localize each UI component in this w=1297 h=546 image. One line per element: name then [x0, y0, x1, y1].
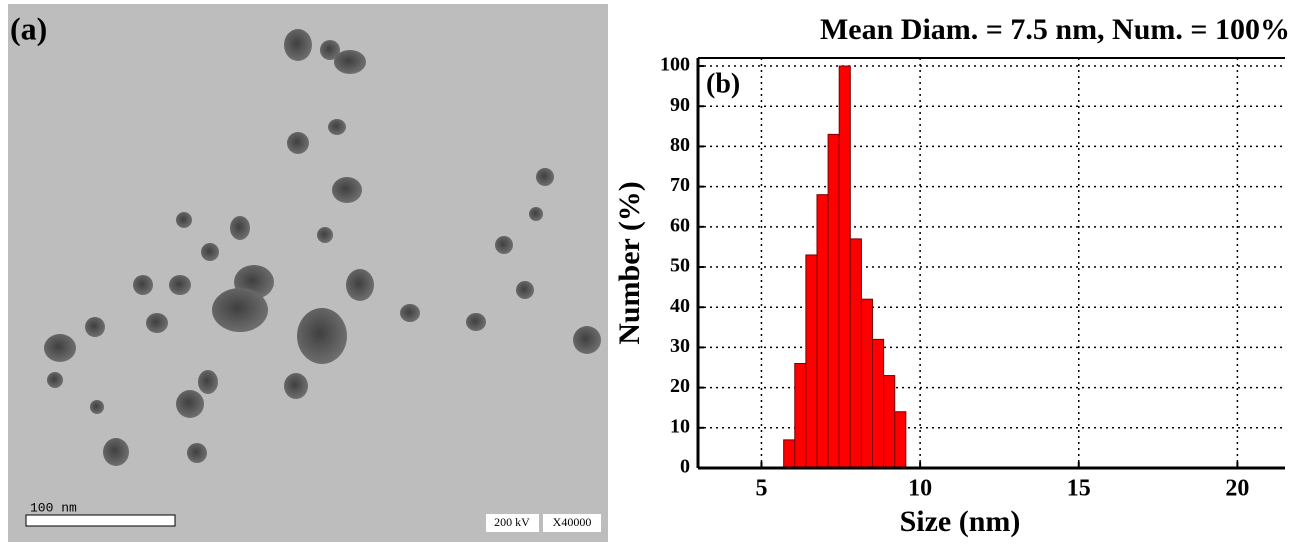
voltage-box: [486, 514, 539, 532]
particle: [169, 275, 191, 295]
particle: [536, 168, 554, 186]
particle: [516, 281, 534, 299]
bar: [783, 439, 796, 469]
particle: [332, 177, 362, 203]
particle: [201, 243, 219, 261]
particle: [334, 50, 366, 74]
y-tick-label: 10: [670, 415, 690, 437]
bar: [827, 133, 840, 469]
particle: [44, 334, 76, 362]
particle: [287, 132, 309, 154]
particle: [85, 317, 105, 337]
particle: [198, 370, 218, 394]
y-tick-label: 100: [660, 54, 690, 76]
particle: [346, 269, 374, 301]
bar: [883, 375, 896, 469]
y-axis-label: Number (%): [613, 181, 646, 345]
particle: [176, 212, 192, 228]
particle: [400, 304, 420, 322]
y-tick-label: 0: [680, 456, 690, 478]
bar: [838, 65, 851, 469]
x-tick-label: 5: [755, 476, 767, 502]
particle: [317, 227, 333, 243]
bar: [816, 194, 829, 469]
particles: [44, 29, 601, 466]
particle: [529, 207, 543, 221]
scale-bar-label: 100 nm: [30, 500, 77, 515]
micrograph: (a) 100 nm 200 kV X40000: [8, 4, 608, 542]
particle: [212, 288, 268, 332]
bar: [794, 362, 807, 469]
particle: [230, 216, 250, 240]
particle: [103, 438, 129, 466]
bar: [849, 238, 862, 469]
micrograph-background: [8, 4, 608, 542]
y-tick-label: 60: [670, 214, 690, 236]
y-tick-label: 50: [670, 255, 690, 277]
particle: [320, 40, 340, 60]
bar: [860, 298, 874, 469]
particle: [328, 119, 346, 135]
chart-title: Mean Diam. = 7.5 nm, Num. = 100%: [820, 13, 1290, 46]
y-tick-label: 80: [670, 134, 690, 156]
particle: [573, 326, 601, 354]
particle: [284, 373, 308, 399]
x-tick-label: 10: [908, 476, 932, 502]
y-tick-label: 90: [670, 94, 690, 116]
y-tick-label: 70: [670, 174, 690, 196]
magnification-label: X40000: [553, 515, 592, 529]
particle: [47, 372, 63, 388]
x-axis-label: Size (nm): [900, 505, 1021, 538]
particle: [90, 400, 104, 414]
particle: [146, 313, 168, 333]
panel-label: (b): [706, 68, 740, 99]
x-tick-label: 20: [1225, 476, 1249, 502]
particle: [187, 443, 207, 463]
magnification-box: [543, 514, 601, 532]
particle: [466, 313, 486, 331]
y-tick-label: 40: [670, 295, 690, 317]
y-tick-label: 30: [670, 335, 690, 357]
particle: [176, 390, 204, 418]
bar: [872, 338, 885, 469]
x-tick-label: 15: [1067, 476, 1091, 502]
particle: [133, 275, 153, 295]
y-tick-label: 20: [670, 375, 690, 397]
voltage-label: 200 kV: [494, 515, 530, 529]
particle: [297, 308, 347, 364]
particle: [284, 29, 312, 61]
scale-bar: [25, 514, 176, 527]
particle: [495, 236, 513, 254]
panel-label: (a): [10, 10, 47, 46]
bar: [894, 411, 907, 469]
bar: [805, 254, 818, 469]
